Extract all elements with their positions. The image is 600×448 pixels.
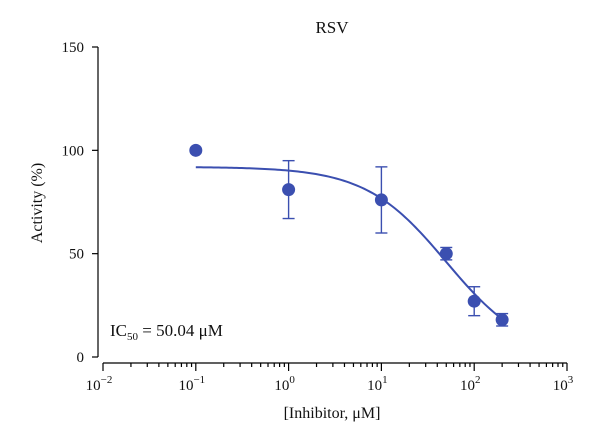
data-marker bbox=[189, 143, 203, 157]
x-tick-label: 102 bbox=[460, 374, 481, 394]
y-tick-label: 50 bbox=[69, 247, 84, 263]
ic50-subscript: 50 bbox=[127, 331, 139, 343]
data-point bbox=[467, 286, 481, 317]
data-point bbox=[495, 312, 509, 327]
y-tick-label: 100 bbox=[62, 143, 85, 159]
data-marker bbox=[282, 183, 296, 197]
axes: 0 50 100 150 10−2 10−1 100 101 102 103 bbox=[62, 40, 574, 394]
data-marker bbox=[439, 247, 453, 261]
y-tick-label: 150 bbox=[62, 40, 85, 56]
chart-title: RSV bbox=[315, 18, 349, 37]
x-tick-label: 10−2 bbox=[86, 374, 113, 394]
data-marks bbox=[189, 143, 509, 327]
x-tick-label: 101 bbox=[367, 374, 388, 394]
x-tick-label: 100 bbox=[274, 374, 295, 394]
data-marker bbox=[495, 313, 509, 327]
y-tick-label: 0 bbox=[77, 350, 85, 366]
x-tick-label: 103 bbox=[553, 374, 574, 394]
ic50-prefix: IC bbox=[110, 321, 127, 340]
data-marker bbox=[467, 294, 481, 308]
data-marker bbox=[374, 193, 388, 207]
ic50-annotation: IC50 = 50.04 μM bbox=[110, 321, 223, 343]
fit-curve bbox=[195, 166, 503, 320]
data-point bbox=[374, 166, 388, 234]
ic50-value: = 50.04 μM bbox=[138, 321, 223, 340]
fit-layer bbox=[195, 166, 503, 320]
y-axis-title: Activity (%) bbox=[29, 163, 46, 243]
data-point bbox=[282, 159, 296, 220]
data-point bbox=[439, 246, 453, 261]
x-tick-label: 10−1 bbox=[178, 374, 205, 394]
data-point bbox=[189, 143, 203, 157]
x-axis-title: [Inhibitor, μM] bbox=[284, 405, 381, 422]
